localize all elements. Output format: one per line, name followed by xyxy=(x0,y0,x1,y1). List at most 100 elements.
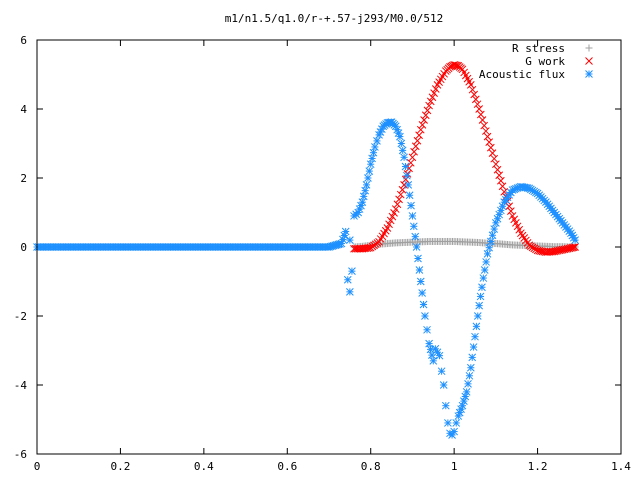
data-point xyxy=(409,222,418,231)
data-point xyxy=(348,267,356,276)
data-point xyxy=(391,205,400,213)
data-point xyxy=(493,165,502,174)
data-point xyxy=(473,312,482,320)
data-point xyxy=(400,153,408,162)
data-point xyxy=(469,343,478,351)
data-point xyxy=(483,250,492,258)
data-point xyxy=(428,93,437,102)
data-point xyxy=(439,381,448,389)
data-point xyxy=(481,127,490,135)
data-point xyxy=(397,139,406,148)
plot-area xyxy=(33,60,579,439)
data-point xyxy=(398,185,407,194)
data-point xyxy=(468,353,477,362)
legend-label: Acoustic flux xyxy=(479,68,565,81)
data-point xyxy=(468,85,477,94)
data-point xyxy=(413,136,422,145)
data-point xyxy=(404,181,413,189)
data-point xyxy=(416,277,425,286)
data-point xyxy=(419,300,428,309)
data-point xyxy=(364,174,372,182)
data-point xyxy=(486,237,495,246)
data-point xyxy=(478,283,486,292)
data-point xyxy=(421,312,429,320)
data-point xyxy=(462,388,471,396)
data-point xyxy=(471,332,479,341)
data-point xyxy=(396,190,405,199)
x-tick-label: 0.2 xyxy=(110,460,130,473)
data-point xyxy=(369,148,378,157)
data-point xyxy=(414,254,422,263)
chart-title: m1/n1.5/q1.0/r-+.57-j293/M0.0/512 xyxy=(225,12,444,25)
data-point xyxy=(476,110,485,119)
data-point xyxy=(461,392,470,401)
data-point xyxy=(486,143,495,152)
data-point xyxy=(441,401,450,410)
data-point xyxy=(488,149,497,158)
data-point xyxy=(480,121,489,130)
data-point xyxy=(421,111,430,120)
data-point xyxy=(490,154,499,163)
x-tick-label: 0.8 xyxy=(361,460,381,473)
data-point xyxy=(430,89,438,97)
data-point xyxy=(480,266,489,274)
data-point xyxy=(407,201,415,210)
series-g-work xyxy=(350,60,579,257)
data-point xyxy=(401,162,410,171)
data-point xyxy=(472,322,481,331)
y-tick-label: 6 xyxy=(20,34,27,47)
data-point xyxy=(346,236,354,244)
data-point xyxy=(500,187,509,196)
data-point xyxy=(388,212,397,221)
data-point xyxy=(482,258,490,266)
data-point xyxy=(415,266,424,274)
data-point xyxy=(451,61,460,70)
data-point xyxy=(426,97,435,106)
legend-label: R stress xyxy=(512,42,565,55)
plot-frame xyxy=(36,39,622,455)
data-point xyxy=(571,236,579,244)
series-acoustic-flux xyxy=(33,118,579,439)
data-point xyxy=(478,116,487,124)
y-tick-label: -6 xyxy=(14,448,27,461)
data-point xyxy=(368,154,376,163)
legend-marker xyxy=(585,70,593,78)
data-point xyxy=(497,176,505,185)
y-tick-label: 4 xyxy=(20,103,27,116)
data-point xyxy=(465,371,474,380)
data-point xyxy=(405,191,414,200)
data-point xyxy=(458,401,467,410)
data-point xyxy=(386,216,395,225)
data-point xyxy=(418,121,427,129)
data-point xyxy=(359,192,368,201)
data-point xyxy=(346,287,354,296)
legend-label: G work xyxy=(525,55,565,68)
data-point xyxy=(390,208,398,217)
data-point xyxy=(495,171,504,180)
y-tick-label: 2 xyxy=(20,172,27,185)
data-point xyxy=(483,132,492,141)
data-point xyxy=(569,243,578,252)
data-point xyxy=(410,147,418,156)
data-point xyxy=(363,244,372,252)
data-point xyxy=(485,138,494,146)
data-point xyxy=(396,132,404,141)
data-point xyxy=(403,171,411,180)
axis-ticks: 0 0.2 0.4 0.6 0.8 1 1.2 1.4 6 4 2 0 -2 -4 -6 xyxy=(14,34,632,473)
data-point xyxy=(470,90,479,99)
data-point xyxy=(366,160,375,169)
data-point xyxy=(395,195,403,204)
data-point xyxy=(485,243,494,252)
data-point xyxy=(490,225,499,233)
data-point xyxy=(391,122,400,131)
data-point xyxy=(406,158,415,167)
data-point xyxy=(425,339,433,348)
x-tick-label: 0 xyxy=(34,460,41,473)
y-tick-label: -4 xyxy=(14,379,28,392)
x-tick-label: 0.6 xyxy=(277,460,297,473)
data-point xyxy=(466,363,475,372)
data-point xyxy=(337,239,346,248)
data-point xyxy=(476,292,485,301)
